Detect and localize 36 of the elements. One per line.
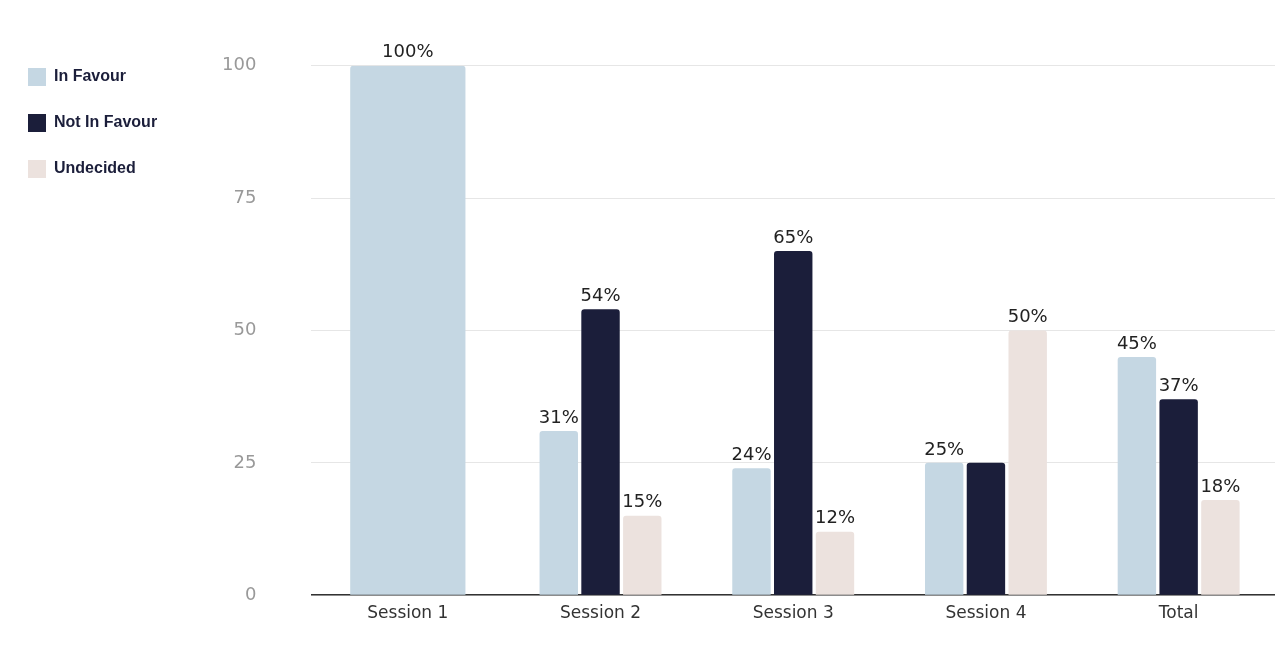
bar — [623, 515, 662, 595]
bar — [539, 431, 578, 595]
y-tick-label: 100 — [222, 53, 257, 75]
data-label: 54% — [580, 284, 621, 305]
bar — [1159, 399, 1198, 595]
data-label: 37% — [1158, 373, 1199, 395]
data-label: 25% — [924, 437, 965, 459]
data-label: 45% — [1116, 331, 1157, 353]
data-label: 31% — [538, 405, 579, 427]
y-tick-label: 25 — [233, 450, 257, 472]
legend-label: Not In Favour — [54, 113, 158, 131]
x-tick-label: Total — [1157, 601, 1199, 622]
bar — [774, 251, 813, 595]
bar — [815, 531, 855, 595]
data-label: 12% — [814, 506, 855, 528]
legend-label: Undecided — [54, 159, 136, 177]
bar — [924, 462, 964, 595]
data-label: 24% — [731, 442, 772, 464]
bar — [732, 468, 771, 595]
bar — [1201, 499, 1240, 595]
bar — [966, 462, 1006, 595]
y-tick-label: 75 — [233, 185, 257, 207]
x-tick-label: Session 2 — [559, 601, 642, 622]
x-tick-label: Session 1 — [367, 601, 449, 622]
x-tick-label: Session 4 — [945, 601, 1027, 622]
data-label: 100% — [382, 40, 434, 62]
legend-label: In Favour — [54, 67, 127, 85]
x-tick-label: Session 3 — [752, 601, 834, 622]
data-label: 18% — [1200, 474, 1241, 496]
data-label: 50% — [1007, 305, 1048, 327]
data-label: 65% — [773, 225, 814, 247]
y-tick-label: 0 — [245, 582, 257, 604]
data-label: 15% — [622, 490, 663, 512]
bar — [581, 309, 620, 595]
bar — [1117, 356, 1157, 595]
y-tick-label: 50 — [233, 318, 257, 340]
